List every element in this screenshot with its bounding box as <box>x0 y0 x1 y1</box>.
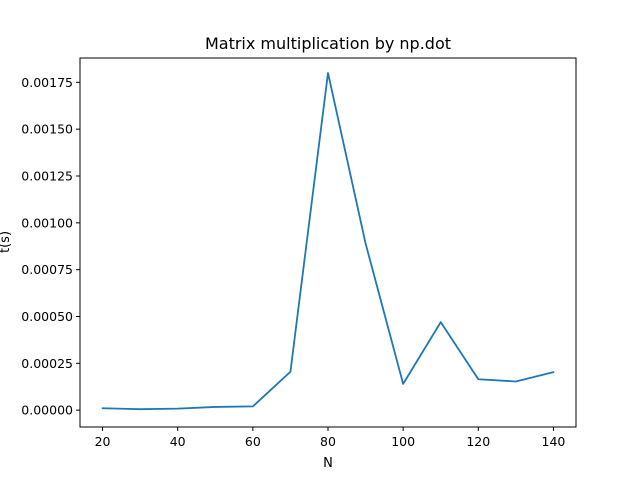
axes-frame <box>79 57 577 428</box>
series-group <box>101 72 555 411</box>
x-tick-label: 40 <box>170 434 186 449</box>
x-axis-label: N <box>323 456 333 471</box>
y-axis: 0.00000 0.00025 0.00050 0.00075 0.00100 0.001… <box>21 75 80 418</box>
y-tick-label: 0.00025 <box>21 356 73 371</box>
series-line <box>101 72 555 411</box>
y-tick-label: 0.00075 <box>21 262 73 277</box>
y-tick-label: 0.00125 <box>21 169 73 184</box>
y-tick-label: 0.00150 <box>21 122 73 137</box>
x-tick-label: 100 <box>391 434 415 449</box>
y-tick-label: 0.00000 <box>21 403 73 418</box>
plot-area: 0.00000 0.00025 0.00050 0.00075 0.00100 0.001… <box>21 57 577 449</box>
y-tick-label: 0.00175 <box>21 75 73 90</box>
x-tick-label: 20 <box>95 434 111 449</box>
chart-title: Matrix multiplication by np.dot <box>205 34 451 53</box>
x-axis: 20 40 60 80 100 120 140 <box>95 427 566 449</box>
x-tick-label: 120 <box>466 434 490 449</box>
x-tick-label: 140 <box>542 434 566 449</box>
x-tick-label: 60 <box>245 434 261 449</box>
x-tick-label: 80 <box>320 434 336 449</box>
y-tick-label: 0.00100 <box>21 215 73 230</box>
y-axis-label: t(s) <box>0 231 13 253</box>
y-tick-label: 0.00050 <box>21 309 73 324</box>
